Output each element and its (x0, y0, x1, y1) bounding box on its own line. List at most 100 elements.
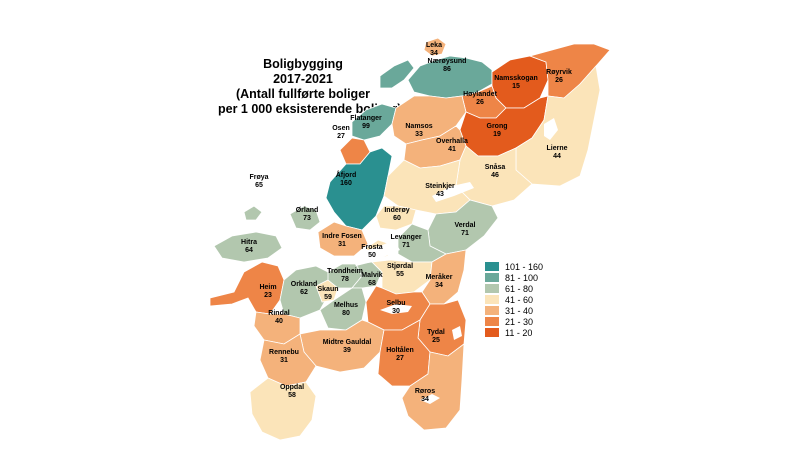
label-indre-fosen-value: 31 (338, 241, 346, 248)
label-namsos-name: Namsos (405, 123, 432, 130)
label-flatanger-value: 99 (362, 123, 370, 130)
region-naroysund-islands (379, 59, 415, 89)
label-overhalla-name: Overhalla (436, 138, 468, 145)
label-namsskogan-value: 15 (512, 83, 520, 90)
label-meraker-value: 34 (435, 282, 443, 289)
lake-essand (452, 326, 462, 340)
label-roros-name: Røros (415, 388, 435, 395)
label-orkland-value: 62 (300, 289, 308, 296)
label-trondheim-value: 78 (341, 276, 349, 283)
label-holtalen-value: 27 (396, 355, 404, 362)
label-rindal-value: 40 (275, 318, 283, 325)
label-osen-name: Osen (332, 125, 350, 132)
label-froya-value: 65 (255, 182, 263, 189)
label-steinkjer-value: 43 (436, 191, 444, 198)
label-hitra-name: Hitra (241, 239, 257, 246)
legend-item: 101 - 160 (485, 261, 543, 272)
label-rennebu-value: 31 (280, 357, 288, 364)
label-melhus-value: 80 (342, 310, 350, 317)
label-snasa-value: 46 (491, 172, 499, 179)
label-leka-name: Leka (426, 42, 442, 49)
map-title: Boligbygging 2017-2021 (Antall fullførte… (218, 57, 402, 117)
label-hoylandet-value: 26 (476, 99, 484, 106)
label-snasa-name: Snåsa (485, 163, 506, 171)
label-heim-value: 23 (264, 292, 272, 299)
region-lierne (515, 65, 601, 187)
label-afjord-name: Åfjord (336, 170, 357, 179)
label-oppdal-name: Oppdal (280, 384, 304, 391)
title-line-3: (Antall fullførte boliger (235, 87, 371, 101)
label-midtre-gauldal-value: 39 (343, 347, 351, 354)
label-rennebu-name: Rennebu (269, 349, 299, 356)
label-lierne-name: Lierne (546, 145, 567, 152)
region-oppdal (249, 377, 317, 441)
label-grong-name: Grong (487, 123, 508, 130)
label-tydal-name: Tydal (427, 329, 445, 336)
label-indre-fosen-name: Indre Fosen (322, 233, 362, 240)
legend-swatch (485, 306, 499, 315)
label-levanger-value: 71 (402, 242, 410, 249)
label-inderoy-name: Inderøy (384, 207, 409, 214)
legend-swatch (485, 284, 499, 293)
label-osen-value: 27 (337, 133, 345, 140)
label-meraker-name: Meråker (426, 273, 453, 281)
legend-label: 81 - 100 (505, 272, 539, 283)
region-inderoy (375, 205, 417, 231)
label-frosta-name: Frosta (361, 244, 383, 251)
label-malvik-name: Malvik (361, 272, 383, 279)
region-stjordal (371, 259, 433, 295)
label-orkland-name: Orkland (291, 281, 317, 288)
title-line-2: 2017-2021 (273, 72, 333, 86)
lake-tunnsjoen (544, 118, 558, 140)
legend-label: 41 - 60 (505, 294, 534, 305)
label-namsos-value: 33 (415, 131, 423, 138)
label-inderoy-value: 60 (393, 215, 401, 222)
label-froya-name: Frøya (249, 174, 268, 181)
label-steinkjer-name: Steinkjer (425, 183, 455, 190)
legend-label: 101 - 160 (505, 261, 544, 272)
label-stjordal-name: Stjørdal (387, 263, 413, 270)
label-verdal-name: Verdal (454, 222, 475, 229)
legend-item: 31 - 40 (485, 305, 543, 316)
label-tydal-value: 25 (432, 337, 440, 344)
label-holtalen-name: Holtålen (386, 346, 414, 354)
label-naroysund-value: 86 (443, 66, 451, 73)
legend-label: 21 - 30 (505, 316, 534, 327)
lake-snasavatnet (432, 182, 474, 202)
legend-swatch (485, 328, 499, 337)
label-flatanger-name: Flatanger (350, 115, 382, 122)
label-levanger-name: Levanger (390, 234, 421, 241)
region-rennebu (259, 333, 317, 387)
label-selbu-name: Selbu (386, 300, 405, 307)
title-line-4: per 1 000 eksisterende boliger) (218, 102, 402, 116)
label-orland-value: 73 (303, 215, 311, 222)
label-overhalla-value: 41 (448, 146, 456, 153)
legend-item: 41 - 60 (485, 294, 543, 305)
legend-swatch (485, 317, 499, 326)
label-leka-value: 34 (430, 50, 438, 57)
region-skaun (315, 279, 339, 303)
legend-swatch (485, 262, 499, 271)
legend: 101 - 160 81 - 100 61 - 80 41 - 60 31 - … (485, 261, 543, 338)
legend-item: 11 - 20 (485, 327, 543, 338)
label-rindal-name: Rindal (268, 310, 289, 317)
label-lierne-value: 44 (553, 153, 561, 160)
label-skaun-value: 59 (324, 294, 332, 301)
region-leka (423, 37, 447, 57)
region-orland (289, 205, 321, 231)
label-selbu-value: 30 (392, 308, 400, 315)
legend-item: 81 - 100 (485, 272, 543, 283)
label-afjord-value: 160 (340, 180, 352, 187)
legend-label: 11 - 20 (505, 327, 533, 338)
label-heim-name: Heim (259, 284, 276, 291)
region-meraker (421, 249, 467, 305)
region-roros (401, 343, 465, 431)
legend-label: 31 - 40 (505, 305, 534, 316)
label-royrvik-name: Røyrvik (546, 69, 572, 76)
region-froya (243, 205, 263, 221)
label-roros-value: 34 (421, 396, 429, 403)
label-naroysund-name: Nærøysund (428, 58, 467, 65)
label-namsskogan-name: Namsskogan (494, 75, 538, 82)
region-indre-fosen (317, 221, 369, 257)
